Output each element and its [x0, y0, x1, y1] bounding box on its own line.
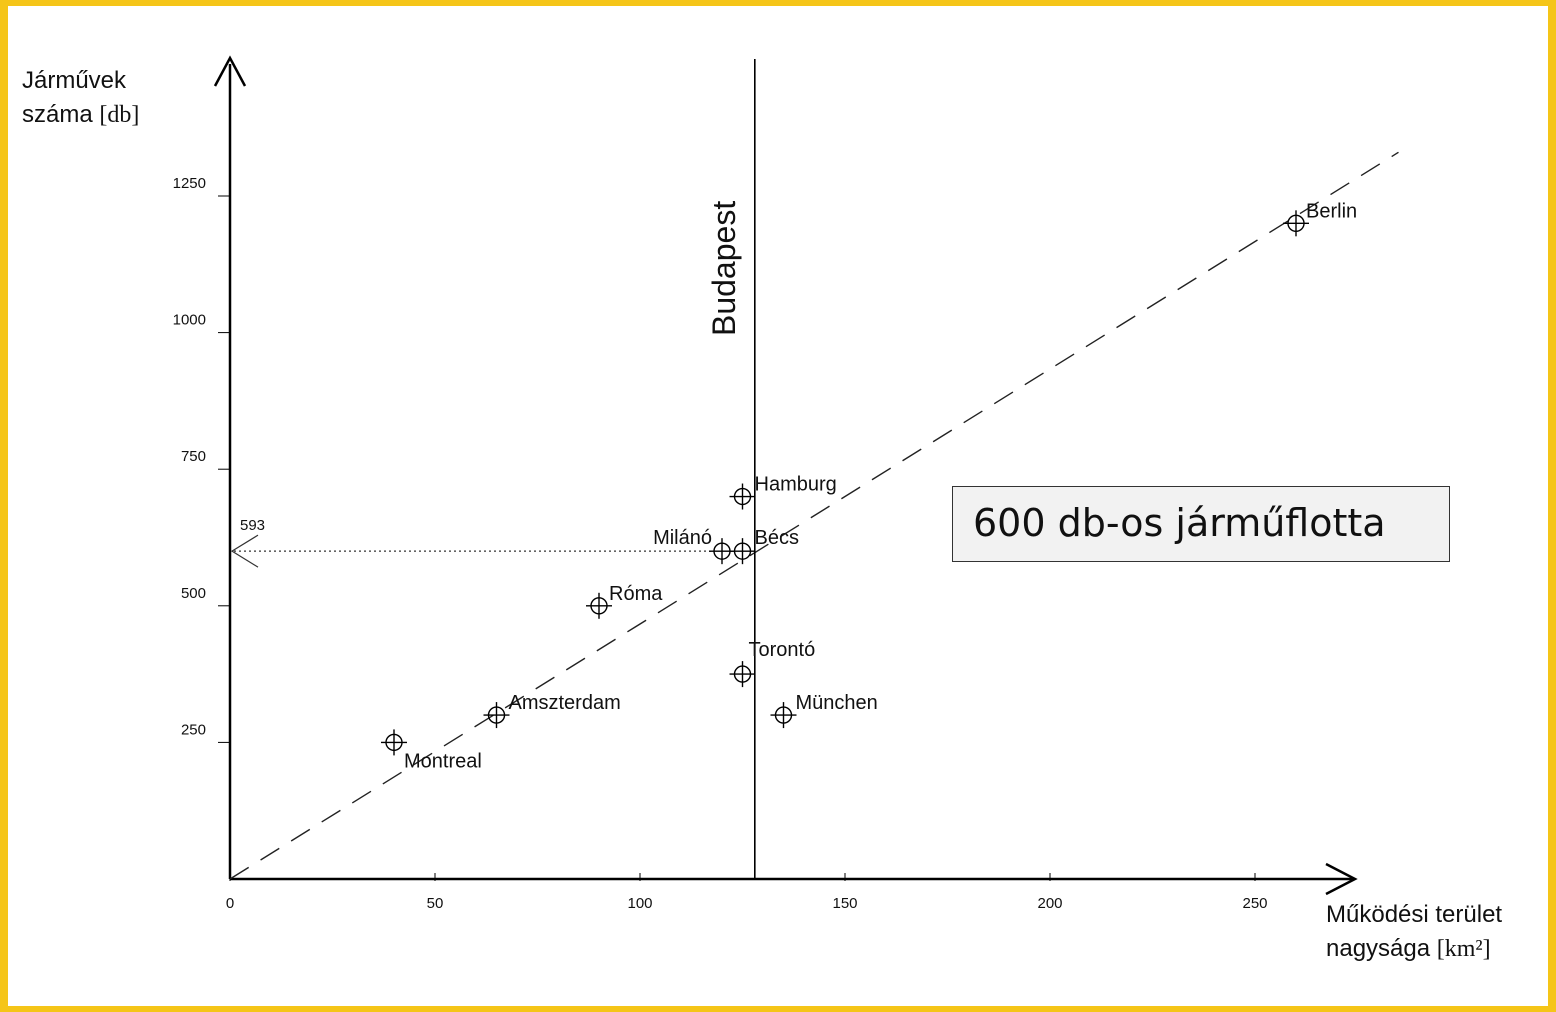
scatter-plot: 0 50 100 150 200 250 250 500 750 1000 1250 Budapest…: [173, 55, 1399, 912]
data-point-milánó: Milánó: [653, 527, 735, 565]
chart-frame: 0 50 100 150 200 250 250 500 750 1000 1250 Budapest…: [8, 6, 1548, 1006]
y-axis-arrow-icon: [213, 55, 247, 87]
x-axis-unit: [km²]: [1436, 936, 1491, 962]
data-point-bécs: Bécs: [729, 527, 799, 565]
x-tick-label: 100: [627, 895, 652, 912]
y-tick-label: 1250: [173, 175, 206, 192]
budapest-label: Budapest: [706, 201, 742, 336]
point-label: Hamburg: [755, 474, 837, 496]
data-point-amszterdam: Amszterdam: [483, 692, 621, 729]
fleet-callout-box: 600 db-os járműflotta: [952, 486, 1450, 562]
y-tick-label: 1000: [173, 312, 206, 329]
point-label: Torontó: [749, 639, 816, 661]
x-tick-label: 0: [226, 895, 234, 912]
data-point-torontó: Torontó: [729, 639, 816, 688]
point-label: Róma: [609, 583, 663, 605]
x-tick-label: 50: [427, 895, 444, 912]
data-point-berlin: Berlin: [1283, 200, 1357, 237]
data-point-róma: Róma: [586, 583, 663, 619]
x-tick-label: 200: [1037, 895, 1062, 912]
y-tick-label: 250: [181, 721, 206, 738]
point-label: Bécs: [755, 527, 799, 549]
y-axis-title: Járművek száma [db]: [22, 64, 139, 132]
point-label: Berlin: [1306, 200, 1357, 222]
point-label: Milánó: [653, 527, 712, 549]
y-axis-label: Járművek: [22, 67, 127, 94]
x-tick-label: 150: [832, 895, 857, 912]
fleet-callout-text: 600 db-os járműflotta: [973, 501, 1386, 545]
x-axis-arrow-icon: [1325, 862, 1358, 896]
y-tick-label: 500: [181, 585, 206, 602]
x-axis-unit-line: nagysága [km²]: [1326, 935, 1491, 962]
y-axis-unit-line: száma [db]: [22, 101, 140, 128]
x-axis-label: Működési terület: [1326, 901, 1503, 928]
trend-line: [229, 151, 1399, 880]
data-point-hamburg: Hamburg: [729, 474, 837, 510]
y-axis-unit: [db]: [99, 102, 140, 128]
point-label: Montreal: [404, 750, 482, 772]
data-point-montreal: Montreal: [381, 729, 482, 772]
x-tick-label: 250: [1242, 895, 1267, 912]
y-tick-label: 750: [181, 448, 206, 465]
point-label: München: [796, 692, 878, 714]
reference-value-label: 593: [240, 517, 265, 534]
point-label: Amszterdam: [509, 692, 621, 714]
reference-arrow-icon: [230, 534, 259, 568]
data-point-münchen: München: [770, 692, 878, 729]
x-axis-title: Működési terület nagysága [km²]: [1326, 898, 1502, 966]
